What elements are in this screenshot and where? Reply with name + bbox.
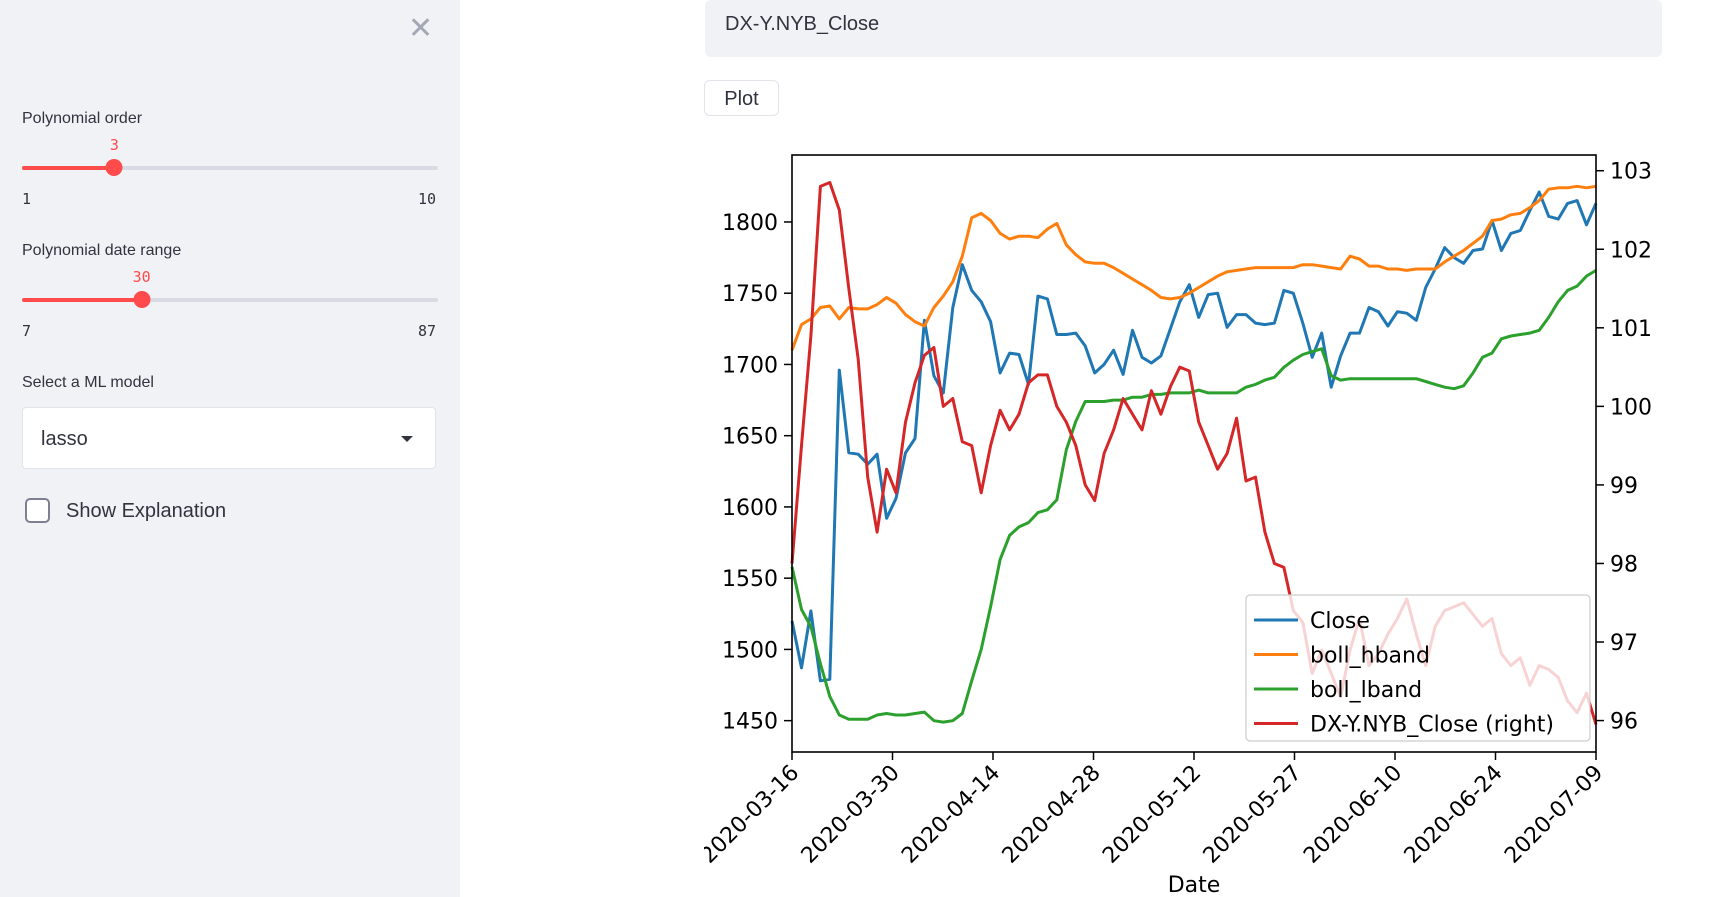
- bollinger-chart: 1450 1500 1550 1600 1650 1700 1750 1800 96 97 98 99…: [704, 154, 1652, 897]
- x-axis-label: Date: [1168, 873, 1221, 897]
- x-tick-label: 2020-05-27: [1199, 761, 1307, 869]
- y-left-tick-label: 1450: [722, 710, 778, 735]
- x-tick-label: 2020-04-14: [897, 761, 1005, 869]
- y-left-tick-label: 1700: [722, 353, 778, 378]
- y-left-tick-label: 1650: [722, 425, 778, 450]
- legend-label-3: DX-Y.NYB_Close (right): [1310, 713, 1554, 738]
- poly-order-min: 1: [22, 190, 32, 208]
- model-select[interactable]: lasso: [22, 407, 436, 469]
- y-left-tick-label: 1500: [722, 638, 778, 663]
- poly-range-thumb[interactable]: [133, 291, 151, 308]
- legend-label-2: boll_lband: [1310, 678, 1422, 703]
- y-right-tick-label: 102: [1610, 238, 1652, 263]
- model-select-label: Select a ML model: [22, 374, 154, 391]
- legend-label-1: boll_hband: [1310, 644, 1430, 669]
- close-sidebar-icon[interactable]: ✕: [408, 12, 434, 45]
- ticker-input-value: DX-Y.NYB_Close: [725, 13, 880, 35]
- y-left-tick-label: 1550: [722, 567, 778, 592]
- series-line-1: [790, 184, 1597, 351]
- x-tick-label: 2020-06-10: [1299, 761, 1407, 869]
- y-right-tick-label: 98: [1610, 552, 1638, 577]
- show-explanation-checkbox[interactable]: [25, 498, 50, 523]
- poly-order-slider[interactable]: [22, 159, 438, 176]
- legend-box: [1245, 594, 1591, 742]
- x-tick-label: 2020-05-12: [1098, 761, 1206, 869]
- y-right-tick-label: 96: [1610, 710, 1638, 735]
- model-select-value: lasso: [41, 428, 88, 450]
- poly-range-fill: [22, 298, 142, 302]
- y-right-tick-label: 97: [1610, 631, 1638, 656]
- y-right-tick-label: 103: [1610, 160, 1652, 185]
- y-right-tick-label: 100: [1610, 395, 1652, 420]
- y-right-tick-label: 99: [1610, 474, 1638, 499]
- ticker-input[interactable]: DX-Y.NYB_Close: [705, 0, 1662, 57]
- poly-range-label: Polynomial date range: [22, 242, 182, 259]
- poly-order-thumb[interactable]: [105, 159, 123, 176]
- y-right-tick-label: 101: [1610, 317, 1652, 342]
- poly-range-min: 7: [22, 322, 32, 340]
- show-explanation-label[interactable]: Show Explanation: [66, 500, 227, 522]
- y-left-tick-label: 1750: [722, 282, 778, 307]
- y-left-tick-label: 1800: [722, 211, 778, 236]
- sidebar: ✕ Polynomial order 3 1 10 Polynomial dat…: [0, 0, 460, 897]
- legend-label-0: Close: [1310, 609, 1370, 634]
- poly-order-label: Polynomial order: [22, 110, 143, 127]
- x-tick-label: 2020-07-09: [1500, 761, 1608, 869]
- chevron-down-icon: [401, 436, 413, 442]
- poly-range-value: 30: [132, 268, 151, 286]
- poly-order-fill: [22, 166, 115, 170]
- poly-range-max: 87: [418, 322, 437, 340]
- x-tick-label: 2020-04-28: [998, 761, 1106, 869]
- x-tick-label: 2020-03-16: [704, 761, 804, 869]
- plot-button[interactable]: Plot: [704, 80, 779, 116]
- series-line-0: [790, 190, 1598, 683]
- x-tick-label: 2020-03-30: [797, 761, 905, 869]
- poly-order-max: 10: [418, 190, 437, 208]
- y-left-tick-label: 1600: [722, 496, 778, 521]
- poly-order-value: 3: [109, 136, 119, 154]
- x-tick-label: 2020-06-24: [1400, 761, 1508, 869]
- poly-range-slider[interactable]: [22, 291, 438, 308]
